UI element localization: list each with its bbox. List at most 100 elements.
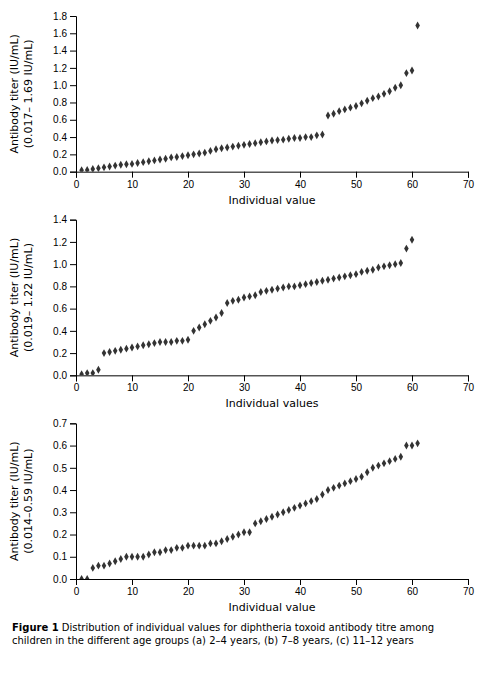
y-tick: 0.0	[53, 370, 76, 381]
point	[169, 153, 174, 161]
x-tick-mark	[132, 579, 133, 585]
x-tick: 60	[407, 375, 419, 393]
point	[253, 291, 258, 299]
y-tick-mark	[70, 264, 76, 265]
y-axis-title: Antibody titer (IU/mL)(0.017– 1.69 IU/mL…	[8, 34, 35, 153]
y-axis: 0.00.10.20.30.40.50.60.7	[53, 418, 76, 585]
point	[147, 551, 152, 559]
point	[309, 279, 314, 287]
x-tick: 0	[74, 172, 80, 190]
y-tick-label: 1.2	[53, 63, 67, 74]
point	[214, 145, 219, 153]
point	[292, 134, 297, 142]
y-axis-title: Antibody titer (IU/mL)(0.019– 1.22 IU/mL…	[8, 238, 35, 357]
x-tick: 70	[463, 579, 475, 597]
x-axis-title: Individual value	[228, 601, 315, 614]
point	[393, 260, 398, 268]
point	[320, 131, 325, 139]
x-axis-line	[77, 376, 469, 382]
point	[298, 134, 303, 142]
y-tick-label: 1.4	[53, 45, 67, 56]
x-tick-mark	[468, 375, 469, 381]
y-axis-title: Antibody titer (IU/mL)(0.014–0.59 IU/mL)	[8, 441, 35, 560]
y-tick-mark	[70, 85, 76, 86]
point	[264, 515, 269, 523]
point	[326, 486, 331, 494]
x-tick: 20	[183, 375, 195, 393]
y-tick-label: 0.1	[53, 551, 67, 562]
x-tick: 60	[407, 579, 419, 597]
point	[410, 67, 415, 75]
y-tick: 0.7	[53, 418, 76, 429]
point	[365, 468, 370, 476]
y-axis-title-line: Antibody titer (IU/mL)	[8, 238, 21, 357]
point	[264, 287, 269, 295]
point	[214, 314, 219, 322]
point	[113, 557, 118, 565]
y-tick-label: 0.8	[53, 97, 67, 108]
x-tick: 10	[127, 579, 139, 597]
point	[292, 504, 297, 512]
y-tick-mark	[70, 490, 76, 491]
point	[298, 502, 303, 510]
point	[371, 94, 376, 102]
x-axis-line	[77, 580, 469, 586]
y-tick-mark	[70, 220, 76, 221]
y-tick-mark	[70, 512, 76, 513]
point	[292, 282, 297, 290]
y-tick-mark	[70, 51, 76, 52]
y-tick: 0.4	[53, 326, 76, 337]
point	[365, 267, 370, 275]
x-axis-title: Individual value	[228, 194, 315, 207]
point	[326, 112, 331, 120]
y-tick-label: 0.3	[53, 507, 67, 518]
point	[158, 338, 163, 346]
y-tick-label: 0.6	[53, 303, 67, 314]
point	[343, 272, 348, 280]
point	[169, 546, 174, 554]
point	[371, 464, 376, 472]
x-tick-mark	[244, 375, 245, 381]
x-tick: 0	[74, 375, 80, 393]
point	[96, 562, 101, 570]
point	[163, 155, 168, 163]
x-tick-mark	[300, 579, 301, 585]
y-tick-label: 0.0	[53, 166, 67, 177]
point	[236, 142, 241, 150]
y-tick-mark	[70, 137, 76, 138]
y-tick-label: 1.2	[53, 237, 67, 248]
y-tick: 0.6	[53, 114, 76, 125]
caption-line: Distribution of individual values for di…	[62, 622, 438, 633]
point	[152, 548, 157, 556]
point	[242, 141, 247, 149]
y-tick-mark	[70, 33, 76, 34]
x-tick: 20	[183, 172, 195, 190]
point	[135, 342, 140, 350]
point	[359, 99, 364, 107]
point	[85, 575, 90, 579]
y-tick: 0.1	[53, 551, 76, 562]
y-tick-label: 0.6	[53, 440, 67, 451]
x-tick-mark	[244, 579, 245, 585]
x-tick: 10	[127, 375, 139, 393]
point	[376, 264, 381, 272]
x-tick: 70	[463, 172, 475, 190]
point	[231, 533, 236, 541]
y-tick-mark	[70, 154, 76, 155]
point	[130, 160, 135, 168]
x-tick-label: 0	[74, 586, 80, 597]
point	[281, 284, 286, 292]
y-tick: 1.0	[53, 259, 76, 270]
point	[119, 161, 124, 169]
y-tick-mark	[70, 286, 76, 287]
y-tick-mark	[70, 309, 76, 310]
point	[337, 482, 342, 490]
point	[303, 133, 308, 141]
point	[79, 370, 84, 375]
x-tick-label: 50	[351, 179, 363, 190]
point	[219, 309, 224, 317]
x-tick: 20	[183, 579, 195, 597]
caption: Distribution of individual values for di…	[12, 622, 437, 646]
point	[186, 151, 191, 159]
point	[382, 90, 387, 98]
